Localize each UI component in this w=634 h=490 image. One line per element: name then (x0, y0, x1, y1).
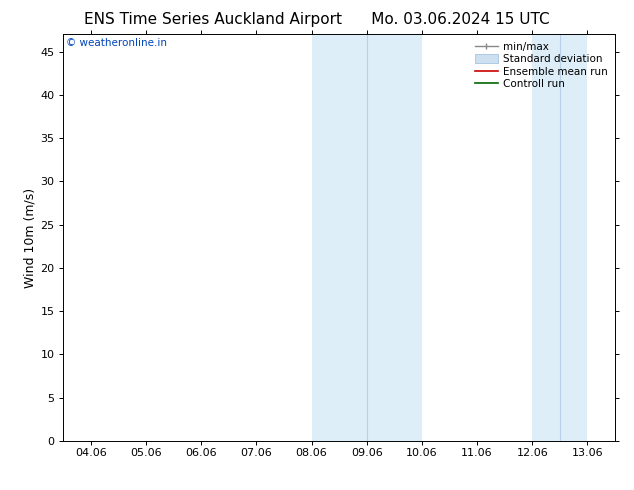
Bar (366, 34, 422, 441)
Legend: min/max, Standard deviation, Ensemble mean run, Controll run: min/max, Standard deviation, Ensemble me… (473, 40, 610, 92)
Y-axis label: Wind 10m (m/s): Wind 10m (m/s) (23, 188, 36, 288)
Bar (560, 34, 588, 441)
Text: © weatheronline.in: © weatheronline.in (66, 38, 167, 49)
Bar (312, 34, 367, 441)
Text: ENS Time Series Auckland Airport      Mo. 03.06.2024 15 UTC: ENS Time Series Auckland Airport Mo. 03.… (84, 12, 550, 27)
Bar (533, 34, 560, 441)
